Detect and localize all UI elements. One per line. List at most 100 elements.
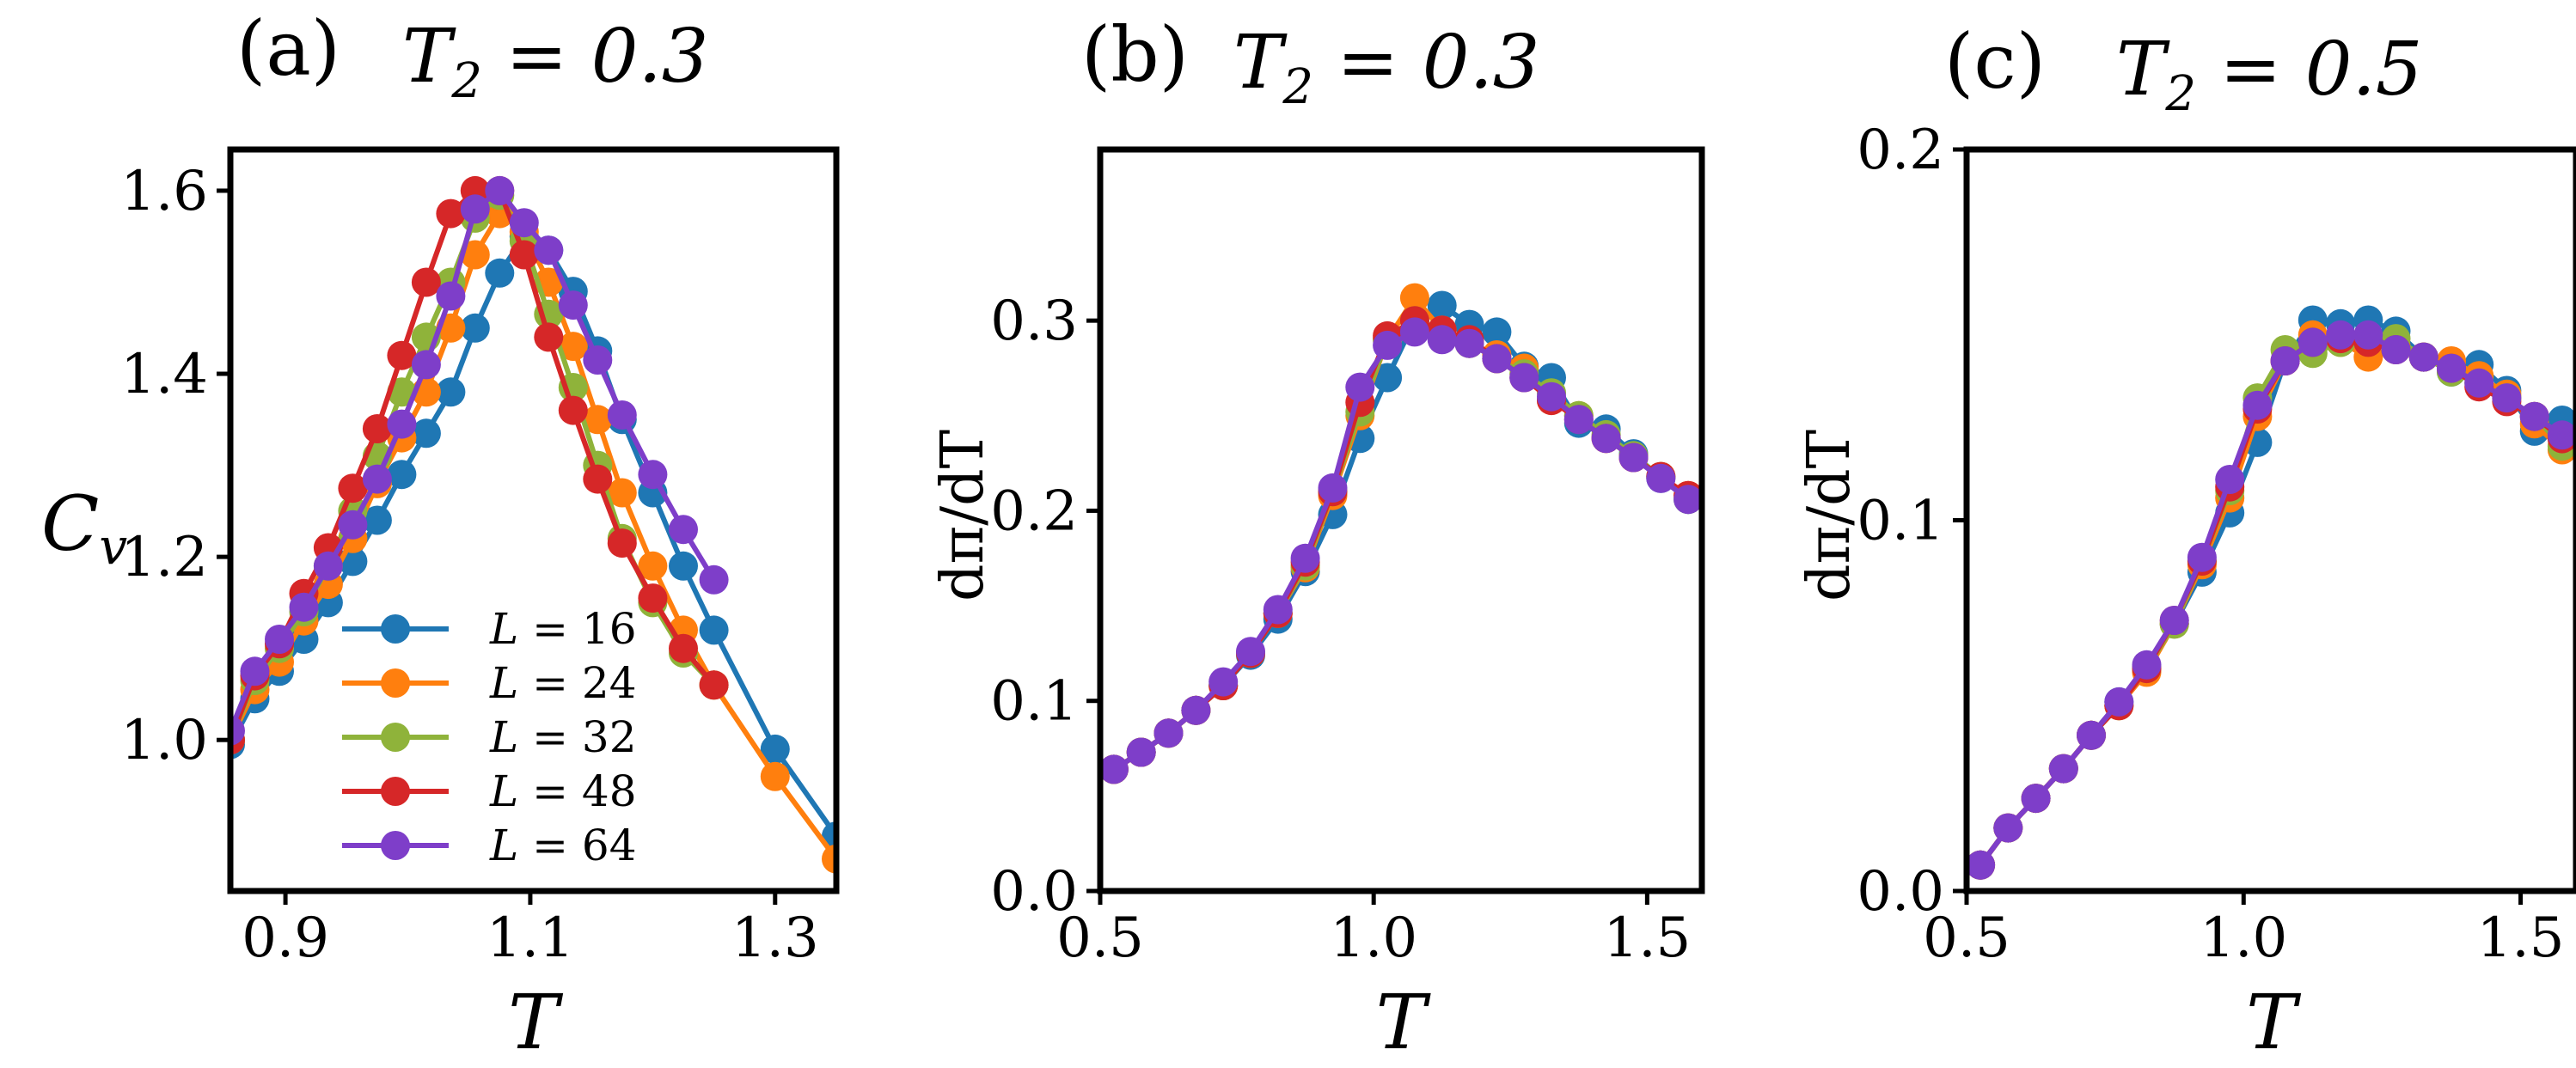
data-point bbox=[534, 235, 564, 265]
axes-frame bbox=[1097, 146, 1705, 894]
axes-frame bbox=[227, 146, 840, 894]
legend-label: L = 64 bbox=[489, 821, 637, 870]
data-point bbox=[1373, 330, 1403, 360]
y-axis-label: dπ/dT bbox=[1796, 430, 1863, 601]
legend-marker bbox=[381, 668, 410, 698]
x-tick-label: 1.1 bbox=[486, 906, 574, 970]
data-point bbox=[2048, 754, 2078, 784]
y-tick-label: 1.2 bbox=[120, 526, 208, 589]
data-point bbox=[265, 625, 294, 654]
x-tick-label: 1.0 bbox=[1330, 906, 1417, 970]
data-point bbox=[1618, 442, 1649, 473]
y-tick-label: 0.2 bbox=[990, 479, 1078, 543]
data-point bbox=[436, 281, 466, 311]
data-point bbox=[2077, 720, 2106, 750]
data-point bbox=[1373, 363, 1403, 393]
data-point bbox=[1454, 328, 1484, 358]
data-point bbox=[313, 551, 343, 581]
data-point bbox=[1153, 718, 1184, 748]
y-axis-label: dπ/dT bbox=[929, 430, 997, 601]
data-point bbox=[1993, 813, 2023, 843]
panel-letter: (c) bbox=[1944, 17, 2046, 106]
data-point bbox=[1482, 344, 1512, 374]
data-point bbox=[1181, 695, 1211, 725]
y-tick-label: 0.1 bbox=[990, 670, 1078, 734]
data-point bbox=[338, 510, 368, 540]
x-tick-label: 0.5 bbox=[1056, 906, 1144, 970]
data-point bbox=[2215, 465, 2245, 494]
data-point bbox=[2187, 542, 2217, 572]
data-point bbox=[240, 656, 270, 687]
data-point bbox=[338, 473, 368, 503]
data-point bbox=[460, 194, 490, 224]
panel-title: T2 = 0.3 bbox=[402, 14, 709, 109]
data-point bbox=[1208, 667, 1239, 697]
panel-letter: (b) bbox=[1081, 10, 1189, 99]
data-point bbox=[699, 565, 729, 595]
data-point bbox=[485, 175, 515, 205]
x-tick-label: 1.3 bbox=[731, 906, 819, 970]
data-point bbox=[436, 198, 466, 229]
data-point bbox=[607, 478, 637, 508]
plot-area bbox=[1967, 305, 2576, 880]
data-point bbox=[607, 528, 637, 558]
plot-area bbox=[1100, 283, 1702, 784]
data-point bbox=[583, 345, 613, 375]
data-point bbox=[411, 267, 441, 297]
data-point bbox=[2326, 320, 2356, 350]
data-point bbox=[822, 844, 836, 874]
data-point bbox=[760, 734, 790, 764]
panel-title: T2 = 0.3 bbox=[1233, 20, 1540, 115]
data-point bbox=[411, 418, 441, 449]
data-point bbox=[558, 395, 588, 425]
data-point bbox=[669, 551, 698, 581]
data-point bbox=[2270, 346, 2300, 375]
data-point bbox=[583, 405, 613, 435]
x-tick-label: 0.5 bbox=[1923, 906, 2010, 970]
data-point bbox=[485, 258, 515, 288]
data-point bbox=[2132, 650, 2162, 680]
data-point bbox=[2547, 420, 2576, 450]
x-axis-label: T bbox=[508, 978, 564, 1066]
legend-label: L = 24 bbox=[489, 658, 637, 708]
y-tick-label: 0.3 bbox=[990, 290, 1078, 353]
data-point bbox=[2243, 390, 2273, 420]
data-point bbox=[362, 414, 392, 443]
data-point bbox=[2159, 606, 2189, 635]
data-point bbox=[2437, 353, 2466, 383]
data-point bbox=[362, 505, 392, 535]
panel-letter: (a) bbox=[236, 4, 340, 93]
legend-marker bbox=[381, 614, 410, 644]
data-point bbox=[436, 377, 466, 407]
x-axis-label: T bbox=[2246, 978, 2302, 1066]
data-point bbox=[583, 464, 613, 494]
legend-marker bbox=[381, 777, 410, 806]
data-point bbox=[638, 551, 668, 581]
y-tick-label: 0.0 bbox=[1857, 860, 1944, 924]
data-point bbox=[509, 240, 539, 270]
data-point bbox=[2381, 335, 2411, 364]
data-point bbox=[558, 332, 588, 362]
panel-a: 0.9 1.1 1.3 1.0 1.2 1.4 1.6 T Cv (a) T2 = 0.3 L = 1… bbox=[41, 4, 840, 1066]
data-point bbox=[2408, 342, 2438, 372]
series-line-5 bbox=[1112, 329, 1690, 772]
data-point bbox=[1967, 850, 1996, 880]
data-point bbox=[2021, 784, 2051, 814]
data-point bbox=[1236, 637, 1265, 667]
y-tick-label: 1.4 bbox=[120, 343, 208, 406]
data-point bbox=[1345, 372, 1375, 402]
data-point bbox=[2353, 320, 2383, 350]
legend-label: L = 48 bbox=[489, 766, 637, 816]
data-point bbox=[2298, 327, 2328, 357]
legend-marker bbox=[381, 831, 410, 860]
data-point bbox=[1318, 473, 1348, 503]
data-point bbox=[760, 761, 790, 791]
legend-marker bbox=[381, 723, 410, 752]
y-tick-label: 0.0 bbox=[990, 860, 1078, 924]
data-point bbox=[2492, 383, 2522, 413]
data-point bbox=[1537, 381, 1566, 412]
data-point bbox=[509, 208, 539, 238]
data-point bbox=[1482, 317, 1512, 347]
data-point bbox=[1427, 290, 1457, 320]
